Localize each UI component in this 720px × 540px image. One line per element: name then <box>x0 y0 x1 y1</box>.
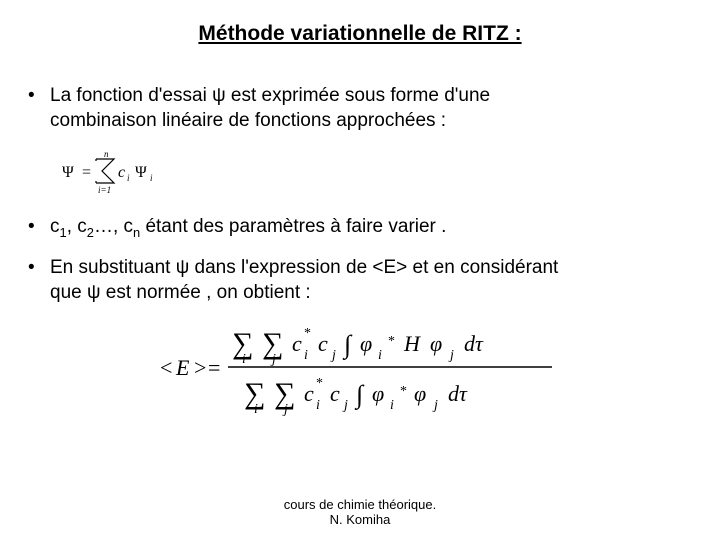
bullet-3: • En substituant ψ dans l'expression de … <box>0 256 720 305</box>
bullet-dot-icon: • <box>28 256 50 281</box>
eq2-gt: > <box>194 355 206 380</box>
b3b: que ψ est normée , on obtient : <box>50 282 311 303</box>
footer-line1: cours de chimie théorique. <box>284 497 436 512</box>
bullet-2: • c1, c2…, cn étant des paramètres à fai… <box>0 215 720 242</box>
eq1-c: c <box>118 164 125 181</box>
bullet-2-text: c1, c2…, cn étant des paramètres à faire… <box>50 215 700 242</box>
eq2-num-phij-sub: j <box>448 348 454 363</box>
eq1-psii-sub: i <box>150 173 153 183</box>
eq2-num-phii-sub: i <box>378 348 382 363</box>
eq2-den-phii-star: * <box>400 384 407 399</box>
eq1-equals: = <box>82 164 91 181</box>
eq2-den-dtau: dτ <box>448 381 468 406</box>
eq2-den-phii-sub: i <box>390 398 394 413</box>
eq2-den-phij-sub: j <box>432 398 438 413</box>
b2-mid2: …, c <box>94 216 133 237</box>
eq1-ci-sub: i <box>127 173 130 183</box>
eq2-num-sum-i-sub: i <box>242 352 246 367</box>
bullet-1-text: La fonction d'essai ψ est exprimée sous … <box>50 84 700 133</box>
eq2-num-ci-sub: i <box>304 348 308 363</box>
footer-line2: N. Komiha <box>330 512 391 527</box>
b2-pre: c <box>50 216 60 237</box>
bullet-1-text-a: La fonction d'essai ψ est exprimée sous … <box>50 85 490 106</box>
eq2-num-cj-sub: j <box>330 348 336 363</box>
equation-2: < E > = ∑ i ∑ j c i * c j ∫ φ i * H φ j … <box>0 319 720 424</box>
eq2-den-phii: φ <box>372 381 384 406</box>
eq2-num-dtau: dτ <box>464 331 484 356</box>
b3a: En substituant ψ dans l'expression de <E… <box>50 257 558 278</box>
eq1-n: n <box>104 149 109 159</box>
bullet-dot-icon: • <box>28 215 50 240</box>
eq2-num-ci-star: * <box>304 326 311 341</box>
eq2-den-cj: c <box>330 381 340 406</box>
eq2-num-cj: c <box>318 331 328 356</box>
eq2-den-cj-sub: j <box>342 398 348 413</box>
sigma-icon <box>96 159 114 183</box>
eq2-E: E <box>175 355 190 380</box>
eq2-num-phii-star: * <box>388 334 395 349</box>
b2-mid1: , c <box>67 216 87 237</box>
eq2-num-phij: φ <box>430 331 442 356</box>
equation-1: Ψ = n i=1 c i Ψ i <box>0 147 720 195</box>
eq2-den-sum-i-sub: i <box>254 402 258 417</box>
bullet-dot-icon: • <box>28 84 50 109</box>
b2-s1: 1 <box>60 225 67 240</box>
footer: cours de chimie théorique. N. Komiha <box>0 497 720 528</box>
eq2-num-phii: φ <box>360 331 372 356</box>
eq1-psi: Ψ <box>62 164 74 181</box>
eq2-lt: < <box>160 355 172 380</box>
eq2-den-phij: φ <box>414 381 426 406</box>
bullet-1: • La fonction d'essai ψ est exprimée sou… <box>0 84 720 133</box>
eq2-eq: = <box>208 355 220 380</box>
eq2-den-ci-sub: i <box>316 398 320 413</box>
eq1-i1: i=1 <box>98 185 111 195</box>
eq2-den-int: ∫ <box>354 380 365 410</box>
eq2-den-ci: c <box>304 381 314 406</box>
eq1-psii: Ψ <box>135 164 147 181</box>
eq2-den-ci-star: * <box>316 376 323 391</box>
page-title: Méthode variationnelle de RITZ : <box>0 0 720 84</box>
b2-s2: 2 <box>87 225 94 240</box>
bullet-1-text-b: combinaison linéaire de fonctions approc… <box>50 110 446 131</box>
bullet-3-text: En substituant ψ dans l'expression de <E… <box>50 256 700 305</box>
eq2-num-ci: c <box>292 331 302 356</box>
b2-post: étant des paramètres à faire varier . <box>140 216 446 237</box>
eq2-num-int: ∫ <box>342 330 353 360</box>
eq2-num-H: H <box>403 331 421 356</box>
